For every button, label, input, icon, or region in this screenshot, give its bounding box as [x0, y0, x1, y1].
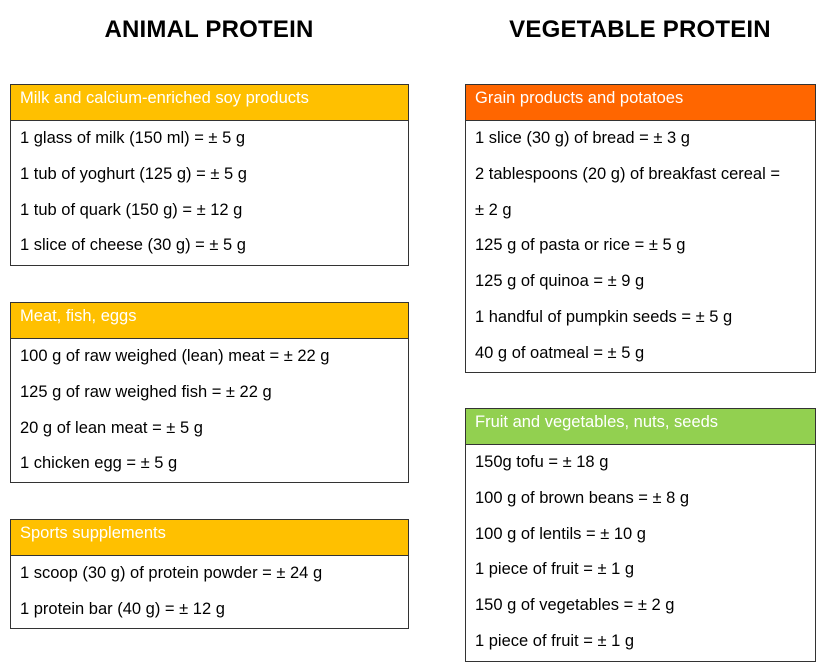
milk-card-body: 1 glass of milk (150 ml) = ± 5 g 1 tub o…: [11, 121, 408, 264]
milk-card-header: Milk and calcium-enriched soy products: [11, 85, 408, 121]
list-item: 1 glass of milk (150 ml) = ± 5 g: [20, 129, 246, 147]
fruit-card-header: Fruit and vegetables, nuts, seeds: [466, 409, 815, 445]
list-item: 1 protein bar (40 g) = ± 12 g: [20, 599, 225, 618]
list-item: ± 2 g: [475, 200, 512, 219]
grain-card-body: 1 slice (30 g) of bread = ± 3 g 2 tables…: [466, 121, 815, 372]
sports-card-body: 1 scoop (30 g) of protein powder = ± 24 …: [11, 556, 408, 628]
list-item: 20 g of lean meat = ± 5 g: [20, 418, 203, 437]
list-item: 1 slice of cheese (30 g) = ± 5 g: [20, 236, 246, 255]
list-item: 1 handful of pumpkin seeds = ± 5 g: [475, 307, 733, 326]
grain-card-header: Grain products and potatoes: [466, 85, 815, 121]
list-item: 1 slice (30 g) of bread = ± 3 g: [475, 129, 690, 147]
meat-card: Meat, fish, eggs 100 g of raw weighed (l…: [10, 302, 409, 483]
list-item: 1 piece of fruit = ± 1 g: [475, 631, 635, 650]
list-item: 2 tablespoons (20 g) of breakfast cereal…: [475, 164, 780, 183]
sports-card: Sports supplements 1 scoop (30 g) of pro…: [10, 519, 409, 629]
list-item: 125 g of raw weighed fish = ± 22 g: [20, 382, 272, 401]
list-item: 125 g of pasta or rice = ± 5 g: [475, 236, 686, 255]
meat-card-header: Meat, fish, eggs: [11, 303, 408, 339]
list-item: 150g tofu = ± 18 g: [475, 453, 609, 471]
list-item: 100 g of lentils = ± 10 g: [475, 524, 646, 543]
list-item: 100 g of raw weighed (lean) meat = ± 22 …: [20, 347, 330, 365]
list-item: 1 scoop (30 g) of protein powder = ± 24 …: [20, 564, 323, 582]
list-item: 1 tub of yoghurt (125 g) = ± 5 g: [20, 164, 247, 183]
vegetable-protein-title: VEGETABLE PROTEIN: [509, 16, 771, 43]
sports-card-header: Sports supplements: [11, 520, 408, 556]
list-item: 150 g of vegetables = ± 2 g: [475, 596, 675, 615]
grain-card: Grain products and potatoes 1 slice (30 …: [465, 84, 816, 373]
list-item: 125 g of quinoa = ± 9 g: [475, 272, 645, 291]
fruit-card: Fruit and vegetables, nuts, seeds 150g t…: [465, 408, 816, 662]
list-item: 40 g of oatmeal = ± 5 g: [475, 343, 645, 362]
list-item: 1 piece of fruit = ± 1 g: [475, 560, 635, 579]
list-item: 1 chicken egg = ± 5 g: [20, 454, 178, 473]
fruit-card-body: 150g tofu = ± 18 g 100 g of brown beans …: [466, 445, 815, 660]
meat-card-body: 100 g of raw weighed (lean) meat = ± 22 …: [11, 339, 408, 482]
animal-protein-title: ANIMAL PROTEIN: [104, 16, 314, 43]
list-item: 1 tub of quark (150 g) = ± 12 g: [20, 200, 243, 219]
list-item: 100 g of brown beans = ± 8 g: [475, 488, 690, 507]
milk-card: Milk and calcium-enriched soy products 1…: [10, 84, 409, 266]
